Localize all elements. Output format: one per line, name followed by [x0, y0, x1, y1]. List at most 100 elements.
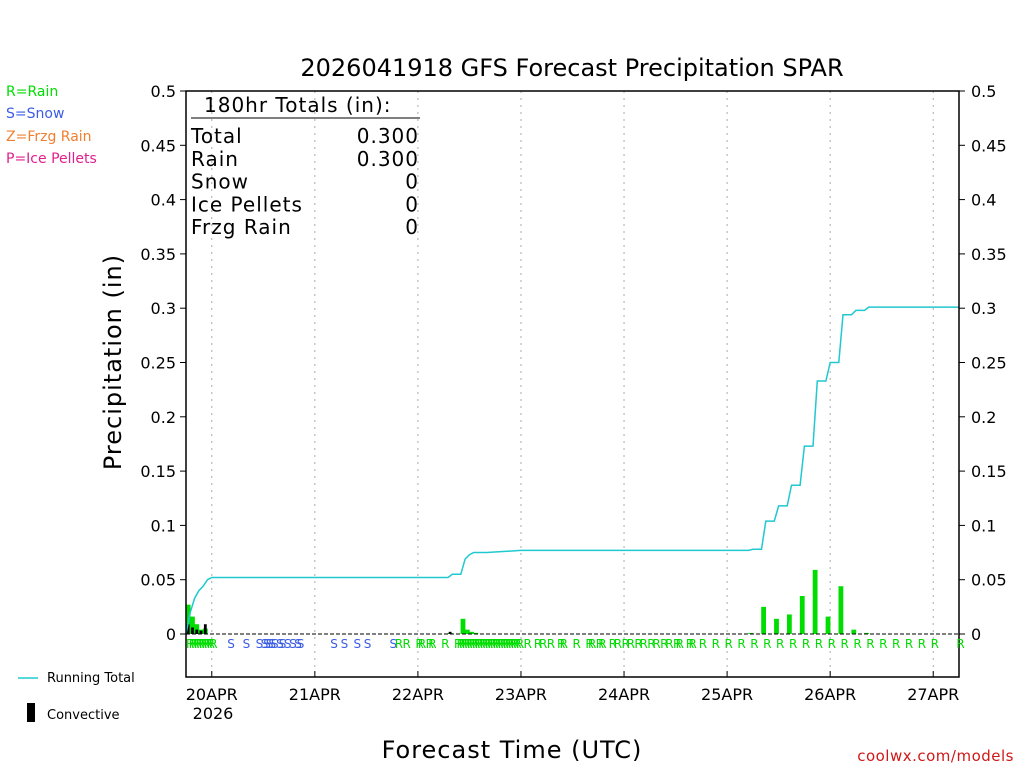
- rain-marker: R: [506, 637, 514, 651]
- y-tick-label-right: 0.1: [971, 516, 996, 535]
- rain-marker: R: [477, 637, 485, 651]
- rain-marker: R: [686, 637, 694, 651]
- rain-marker: R: [905, 637, 913, 651]
- x-tick-label: 20APR: [186, 685, 238, 704]
- rain-marker: R: [725, 637, 733, 651]
- snow-marker: S: [271, 637, 279, 651]
- y-tick-label-left: 0.45: [140, 136, 176, 155]
- precip-bar: [774, 618, 779, 634]
- snow-marker: S: [297, 637, 305, 651]
- y-tick-label-right: 0.3: [971, 299, 996, 318]
- precip-bar: [194, 624, 200, 634]
- totals-row-label: Total: [190, 124, 243, 148]
- precip-bar: [473, 632, 479, 634]
- rain-marker: R: [186, 637, 194, 651]
- snow-marker: S: [284, 637, 292, 651]
- precip-bar: [469, 631, 474, 634]
- rain-marker: R: [209, 637, 217, 651]
- convective-legend-swatch: [27, 703, 35, 722]
- y-tick-label-right: 0.15: [971, 462, 1007, 481]
- convective-bar: [203, 624, 207, 634]
- rain-marker: R: [493, 637, 501, 651]
- rain-marker: R: [598, 637, 606, 651]
- rain-marker: R: [647, 637, 655, 651]
- plot-frame: [185, 90, 960, 678]
- precip-bar: [190, 616, 195, 634]
- y-tick-label-left: 0.4: [151, 191, 176, 210]
- rain-marker: R: [892, 637, 900, 651]
- rain-marker: R: [879, 637, 887, 651]
- rain-marker: R: [395, 637, 403, 651]
- y-tick-label-right: 0.5: [971, 82, 996, 101]
- rain-marker: R: [660, 637, 668, 651]
- rain-marker: R: [560, 637, 568, 651]
- precip-bars: [185, 569, 870, 634]
- snow-marker: S: [276, 637, 284, 651]
- rain-marker: R: [750, 637, 758, 651]
- rain-marker: R: [441, 637, 449, 651]
- legend-snow: S=Snow: [6, 106, 64, 122]
- rain-marker: R: [513, 637, 521, 651]
- totals-row-label: Rain: [191, 147, 239, 171]
- rain-marker: R: [191, 637, 199, 651]
- y-tick-label-right: 0.05: [971, 571, 1007, 590]
- rain-marker: R: [547, 637, 555, 651]
- totals-row-value: 0.300: [357, 147, 419, 171]
- rain-marker: R: [585, 637, 593, 651]
- convective-bar: [195, 629, 199, 634]
- y-tick-label-left: 0.35: [140, 245, 176, 264]
- precip-bar: [812, 569, 818, 634]
- rain-marker: R: [511, 637, 519, 651]
- precip-bar: [464, 629, 470, 634]
- y-axis-left: 0 0.05 0.1 0.15 0.2 0.25 0.3 0.35 0.4 0.45 0.5: [140, 82, 186, 644]
- rain-marker: R: [454, 637, 462, 651]
- y-tick-label-right: 0.35: [971, 245, 1007, 264]
- rain-marker: R: [763, 637, 771, 651]
- x-axis: 20APR 21APR 22APR 23APR 24APR 25APR 26APR 27APR: [186, 671, 959, 704]
- rain-marker: R: [457, 637, 465, 651]
- rain-marker: R: [487, 637, 495, 651]
- convective-bar: [186, 624, 190, 634]
- snow-marker: S: [268, 637, 276, 651]
- precip-bar: [864, 632, 870, 634]
- rain-marker: R: [189, 637, 197, 651]
- x-tick-label: 22APR: [392, 685, 444, 704]
- totals-row-label: Snow: [191, 170, 249, 194]
- rain-marker: R: [776, 637, 784, 651]
- rain-marker: R: [516, 637, 524, 651]
- precip-bar: [838, 586, 844, 634]
- rain-marker: R: [853, 637, 861, 651]
- x-axis-label: Forecast Time (UTC): [382, 736, 643, 764]
- running-total-legend-label: Running Total: [47, 671, 135, 686]
- snow-marker: S: [353, 637, 361, 651]
- snow-marker: S: [227, 637, 235, 651]
- y-tick-label-left: 0.15: [140, 462, 176, 481]
- x-tick-label: 23APR: [495, 685, 547, 704]
- totals-box: 180hr Totals (in): Total 0.300 Rain 0.300 Sn…: [190, 93, 420, 239]
- y-axis-right: 0 0.05 0.1 0.15 0.2 0.25 0.3 0.35 0.4 0.45 0.5: [959, 82, 1007, 644]
- y-tick-label-right: 0.2: [971, 408, 996, 427]
- snow-marker: S: [256, 637, 264, 651]
- precip-bar: [460, 618, 466, 634]
- rain-marker: R: [676, 637, 684, 651]
- rain-marker: R: [196, 637, 204, 651]
- precip-bar: [786, 614, 792, 634]
- rain-marker: R: [503, 637, 511, 651]
- y-tick-label-right: 0.4: [971, 191, 996, 210]
- y-tick-label-left: 0.3: [151, 299, 176, 318]
- rain-marker: R: [495, 637, 503, 651]
- rain-marker: R: [789, 637, 797, 651]
- rain-marker: R: [500, 637, 508, 651]
- y-tick-label-left: 0.05: [140, 571, 176, 590]
- totals-row-label: Frzg Rain: [191, 215, 292, 239]
- rain-marker: R: [673, 637, 681, 651]
- convective-bar: [191, 627, 194, 634]
- snow-marker: S: [289, 637, 297, 651]
- snow-marker: S: [294, 637, 302, 651]
- totals-header: 180hr Totals (in):: [204, 93, 392, 117]
- x-tick-label: 26APR: [804, 685, 856, 704]
- y-tick-label-right: 0.45: [971, 136, 1007, 155]
- rain-marker: R: [688, 637, 696, 651]
